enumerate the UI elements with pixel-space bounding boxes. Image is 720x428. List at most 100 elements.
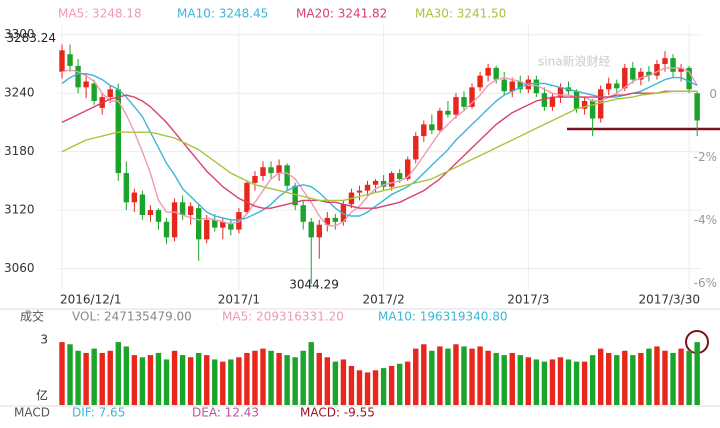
- ma-line: [61, 73, 698, 221]
- volume-bar: [332, 361, 339, 405]
- x-tick-label: 2017/3/30: [638, 293, 700, 307]
- candle-body: [364, 184, 371, 191]
- volume-bar: [445, 348, 451, 405]
- volume-bar: [501, 355, 507, 405]
- y2-tick-label: -2%: [694, 150, 717, 164]
- volume-bar: [308, 342, 314, 405]
- candle-body: [115, 89, 121, 174]
- volume-bar: [606, 352, 612, 405]
- volume-bar: [260, 348, 266, 405]
- candle-body: [67, 54, 73, 66]
- candle-body: [396, 173, 403, 179]
- candle-body: [662, 58, 668, 64]
- volume-bar: [348, 365, 355, 405]
- volume-bar: [678, 348, 684, 405]
- candle-body: [332, 217, 339, 222]
- candle-body: [533, 79, 540, 94]
- candle-body: [276, 165, 282, 174]
- annotation: 3283.24: [6, 31, 56, 45]
- volume-bar: [525, 357, 532, 405]
- volume-label: MA10: 196319340.80: [378, 310, 508, 324]
- volume-bar: [340, 359, 347, 405]
- volume-unit: 亿: [36, 388, 48, 403]
- candle-body: [429, 124, 435, 131]
- candle-body: [244, 182, 250, 213]
- candle-body: [638, 71, 644, 80]
- volume-bar: [396, 363, 403, 405]
- volume-bar: [541, 361, 548, 405]
- volume-bar: [388, 365, 395, 405]
- candle-body: [517, 81, 523, 90]
- legend-entry: MA5: 3248.18: [58, 7, 142, 21]
- volume-bar: [204, 355, 210, 405]
- candle-body: [421, 124, 427, 137]
- volume-bar: [276, 352, 282, 405]
- candle-body: [260, 167, 266, 177]
- y2-tick-label: -4%: [694, 213, 717, 227]
- volume-bar: [686, 350, 692, 405]
- candle-body: [228, 223, 234, 230]
- volume-bar: [549, 359, 556, 405]
- candle-body: [670, 58, 676, 72]
- candle-body: [493, 67, 499, 80]
- candle-body: [308, 221, 314, 238]
- candle-body: [91, 83, 97, 101]
- volume-bar: [220, 361, 226, 405]
- ma-line: [61, 90, 698, 202]
- volume-bar: [694, 342, 700, 405]
- volume-bar: [581, 361, 588, 405]
- volume-bar: [413, 348, 419, 405]
- volume-bar: [316, 352, 322, 405]
- candle-body: [340, 204, 347, 222]
- candle-body: [236, 212, 242, 230]
- volume-bar: [421, 344, 427, 405]
- candle-body: [204, 219, 210, 240]
- volume-bar: [638, 352, 644, 405]
- candle-body: [606, 83, 612, 90]
- volume-bar: [107, 350, 113, 405]
- volume-bar: [292, 357, 298, 405]
- volume-bar: [565, 359, 572, 405]
- volume-bar: [517, 355, 523, 405]
- volume-bar: [244, 352, 250, 405]
- volume-bar: [557, 357, 564, 405]
- candle-body: [252, 176, 258, 183]
- volume-bar: [228, 359, 234, 405]
- candle-body: [501, 79, 507, 92]
- volume-bar: [493, 352, 499, 405]
- volume-bar: [622, 350, 628, 405]
- candle-body: [139, 194, 146, 215]
- candle-body: [573, 91, 580, 109]
- candle-body: [549, 97, 556, 107]
- candle-body: [356, 190, 363, 193]
- volume-bar: [405, 361, 411, 405]
- volume-bar: [654, 346, 660, 405]
- candle-body: [316, 224, 322, 238]
- candle-body: [300, 205, 306, 222]
- volume-bar: [646, 348, 652, 405]
- y-tick-label: 3060: [4, 261, 35, 275]
- volume-bar: [75, 350, 81, 405]
- candle-body: [324, 217, 331, 225]
- volume-bar: [139, 357, 146, 405]
- x-tick-label: 2017/3: [507, 293, 549, 307]
- volume-bar: [485, 350, 491, 405]
- candle-body: [123, 173, 130, 203]
- volume-bar: [469, 348, 475, 405]
- candle-body: [469, 87, 475, 107]
- candle-body: [179, 202, 186, 215]
- volume-bar: [453, 344, 459, 405]
- volume-bar: [252, 350, 258, 405]
- annotation: 3044.29: [289, 277, 339, 291]
- volume-bar: [614, 355, 620, 405]
- volume-bar: [83, 352, 89, 405]
- candle-body: [220, 221, 226, 228]
- candle-body: [646, 71, 652, 76]
- ma-line: [61, 90, 698, 209]
- candle-body: [292, 185, 298, 206]
- volume-title: 成交: [20, 309, 44, 324]
- candle-body: [155, 210, 162, 222]
- volume-bar: [670, 352, 676, 405]
- volume-bar: [364, 372, 371, 405]
